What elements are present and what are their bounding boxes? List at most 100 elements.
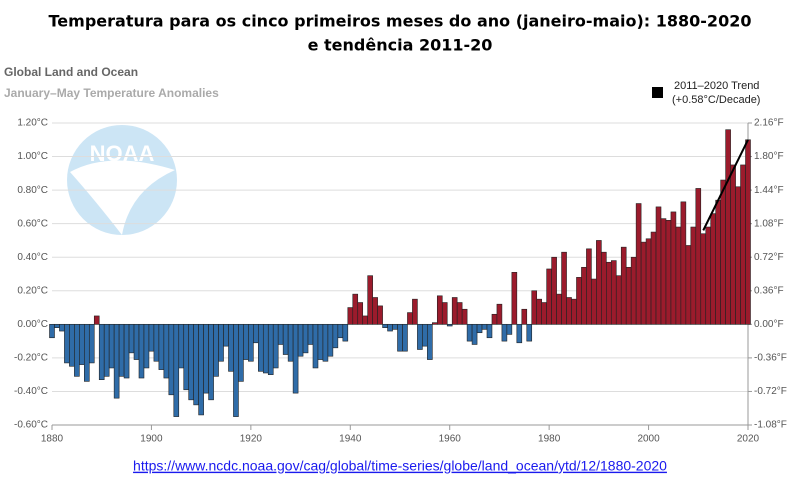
bar <box>228 324 234 372</box>
bar <box>193 324 199 406</box>
x-tick-label: 1980 <box>538 434 561 445</box>
bar <box>93 315 100 325</box>
bar <box>735 186 741 325</box>
bar <box>327 324 334 357</box>
bar <box>277 324 284 345</box>
bar <box>745 139 751 325</box>
bar <box>262 324 269 374</box>
bar <box>675 226 682 325</box>
bar <box>88 324 95 364</box>
y-tick-label: 0.20°C <box>17 285 48 296</box>
y2-tick-label: 1.08°F <box>754 218 784 229</box>
bar <box>342 324 349 342</box>
x-tick-label: 1920 <box>240 434 263 445</box>
bar <box>601 251 607 325</box>
bar <box>586 248 592 325</box>
bar <box>446 324 453 327</box>
bar <box>730 164 736 325</box>
bar <box>382 324 388 328</box>
bar <box>98 324 105 381</box>
bar <box>287 324 294 362</box>
legend-label: 2011–2020 Trend <box>674 80 759 92</box>
y-tick-label: -0.60°C <box>14 420 48 431</box>
y-tick-label: 1.20°C <box>17 118 48 129</box>
bar <box>471 324 478 345</box>
bar <box>223 324 229 347</box>
bar <box>645 238 652 325</box>
bar <box>84 324 90 382</box>
bar <box>581 266 587 325</box>
bar <box>407 312 413 325</box>
bar <box>710 213 716 325</box>
legend-note: (+0.58°C/Decade) <box>672 94 760 106</box>
bar <box>272 324 279 369</box>
bar <box>541 302 547 325</box>
bar <box>481 324 488 330</box>
bar <box>650 231 657 325</box>
bar <box>640 241 647 325</box>
bar <box>188 324 194 401</box>
bar <box>302 324 309 354</box>
logo-wave <box>70 160 175 235</box>
bar <box>69 324 75 367</box>
y2-tick-label: 0.72°F <box>754 252 784 263</box>
bar <box>556 293 562 325</box>
y2-tick-label: 1.44°F <box>754 185 784 196</box>
source-link[interactable]: https://www.ncdc.noaa.gov/cag/global/tim… <box>133 458 667 474</box>
bar <box>690 226 697 325</box>
bar <box>720 179 726 325</box>
bar <box>422 324 428 347</box>
bar <box>536 298 542 325</box>
bar <box>203 324 209 394</box>
bar <box>133 324 140 360</box>
subtitle: Global Land and Ocean <box>4 65 138 79</box>
bar <box>496 303 503 325</box>
trend-line <box>702 139 749 231</box>
bar <box>606 261 612 325</box>
bar <box>655 206 662 325</box>
bar <box>332 324 339 349</box>
bar <box>347 307 354 325</box>
bar <box>700 233 707 325</box>
bar <box>183 324 190 391</box>
bar <box>248 324 254 362</box>
bar <box>317 324 324 360</box>
y-tick-label: 1.00°C <box>17 151 48 162</box>
bar <box>322 324 329 362</box>
bar <box>103 324 110 377</box>
x-tick-label: 1940 <box>339 434 362 445</box>
bar <box>630 256 637 325</box>
bar <box>148 324 155 352</box>
y2-tick-label: 0.36°F <box>754 285 784 296</box>
y-tick-label: -0.20°C <box>14 353 48 364</box>
bar <box>685 245 692 325</box>
bar <box>715 199 721 325</box>
bar <box>610 260 617 325</box>
bar <box>377 305 383 325</box>
bar <box>660 218 667 325</box>
bar <box>198 324 204 416</box>
logo-circle <box>67 125 177 235</box>
bar <box>64 324 70 364</box>
x-tick-label: 2000 <box>637 434 660 445</box>
bar <box>417 324 423 350</box>
y2-tick-label: -1.08°F <box>754 420 787 431</box>
bar <box>49 324 55 339</box>
bar <box>158 324 165 370</box>
bar <box>740 164 746 325</box>
bar <box>576 277 582 325</box>
chart-title: Temperatura para os cinco primeiros mese… <box>49 12 752 31</box>
bar <box>213 324 219 377</box>
bar <box>143 324 150 369</box>
bar <box>591 278 597 325</box>
bar <box>501 324 508 342</box>
bar <box>118 324 125 377</box>
bar <box>168 324 175 396</box>
bar <box>615 275 622 325</box>
bar <box>511 272 518 325</box>
y-tick-label: 0.60°C <box>17 218 48 229</box>
y2-tick-label: 2.16°F <box>754 118 784 129</box>
bar <box>173 324 180 417</box>
bar <box>486 324 493 339</box>
